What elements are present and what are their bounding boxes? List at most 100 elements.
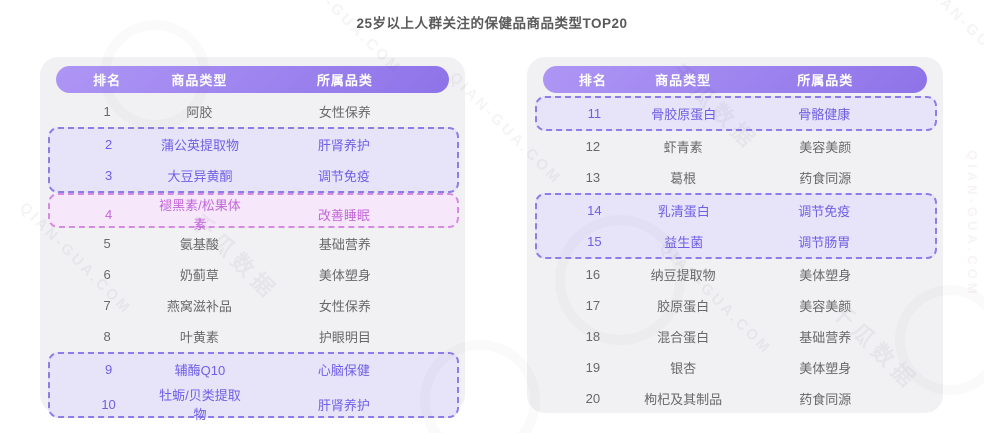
highlight-group-purple: 14 乳清蛋白 调节免疫 15 益生菌 调节肠胃 bbox=[535, 193, 937, 259]
category-cell: 药食同源 bbox=[799, 392, 852, 407]
rank-cell: 2 bbox=[104, 137, 113, 152]
table-row: 15 益生菌 调节肠胃 bbox=[545, 226, 925, 257]
category-cell: 女性保养 bbox=[318, 105, 371, 120]
type-cell: 叶黄素 bbox=[179, 330, 219, 345]
table-row: 20 枸杞及其制品 药食同源 bbox=[543, 383, 927, 414]
rank-cell: 17 bbox=[585, 298, 601, 313]
table-row: 17 胶原蛋白 美容美颜 bbox=[543, 290, 927, 321]
category-cell: 改善睡眠 bbox=[317, 207, 370, 223]
category-cell: 调节免疫 bbox=[317, 169, 370, 184]
table-row: 13 葛根 药食同源 bbox=[543, 162, 927, 193]
category-cell: 心脑保健 bbox=[317, 363, 370, 378]
category-cell: 基础营养 bbox=[799, 330, 852, 345]
table-row: 4 褪黑素/松果体素 改善睡眠 bbox=[58, 195, 447, 232]
table-header: 排名 商品类型 所属品类 bbox=[543, 66, 927, 93]
type-cell: 枸杞及其制品 bbox=[644, 392, 723, 407]
rank-cell: 13 bbox=[585, 170, 601, 185]
page-title: 25岁以上人群关注的保健品商品类型TOP20 bbox=[356, 16, 628, 31]
rank-cell: 15 bbox=[587, 234, 602, 249]
column-header-type: 商品类型 bbox=[171, 73, 228, 88]
table-row: 8 叶黄素 护眼明目 bbox=[56, 321, 449, 352]
table-row: 3 大豆异黄酮 调节免疫 bbox=[58, 160, 447, 191]
category-cell: 女性保养 bbox=[318, 299, 371, 314]
type-cell: 褪黑素/松果体素 bbox=[159, 198, 241, 232]
highlight-group-purple: 2 蒲公英提取物 肝肾养护 3 大豆异黄酮 调节免疫 bbox=[48, 127, 459, 193]
category-cell: 美体塑身 bbox=[799, 361, 852, 376]
table-row: 19 银杏 美体塑身 bbox=[543, 352, 927, 383]
table-row: 9 辅酶Q10 心脑保健 bbox=[58, 354, 447, 385]
type-cell: 牡蛎/贝类提取物 bbox=[159, 388, 241, 422]
rank-cell: 4 bbox=[104, 206, 113, 222]
highlight-group-purple: 11 骨胶原蛋白 骨骼健康 bbox=[535, 96, 937, 131]
category-cell: 骨骼健康 bbox=[798, 107, 851, 122]
category-cell: 美体塑身 bbox=[799, 268, 852, 283]
type-cell: 银杏 bbox=[670, 361, 697, 376]
table-row: 7 燕窝滋补品 女性保养 bbox=[56, 290, 449, 321]
rank-cell: 9 bbox=[104, 362, 113, 377]
rank-cell: 3 bbox=[104, 168, 113, 183]
type-cell: 奶蓟草 bbox=[179, 268, 219, 283]
category-cell: 肝肾养护 bbox=[317, 138, 370, 153]
category-cell: 调节免疫 bbox=[798, 204, 851, 219]
rank-cell: 10 bbox=[101, 396, 116, 412]
highlight-group-purple: 9 辅酶Q10 心脑保健 10 牡蛎/贝类提取物 肝肾养护 bbox=[48, 352, 459, 422]
category-cell: 基础营养 bbox=[318, 237, 371, 252]
rank-cell: 12 bbox=[585, 139, 601, 154]
type-cell: 燕窝滋补品 bbox=[166, 299, 232, 314]
type-cell: 纳豆提取物 bbox=[650, 268, 716, 283]
table-header: 排名 商品类型 所属品类 bbox=[56, 66, 449, 93]
rank-cell: 11 bbox=[587, 106, 602, 121]
rank-cell: 6 bbox=[103, 267, 111, 282]
rank-cell: 20 bbox=[585, 391, 601, 406]
type-cell: 虾青素 bbox=[663, 140, 703, 155]
table-row: 14 乳清蛋白 调节免疫 bbox=[545, 195, 925, 226]
table-card-right: 排名 商品类型 所属品类 11 骨胶原蛋白 骨骼健康 12 虾青素 美容美颜 bbox=[527, 57, 943, 413]
column-header-type: 商品类型 bbox=[655, 73, 712, 88]
table-row: 2 蒲公英提取物 肝肾养护 bbox=[58, 129, 447, 160]
table-row: 5 氨基酸 基础营养 bbox=[56, 228, 449, 259]
table-row: 1 阿胶 女性保养 bbox=[56, 96, 449, 127]
table-row: 16 纳豆提取物 美体塑身 bbox=[543, 259, 927, 290]
type-cell: 益生菌 bbox=[664, 235, 704, 250]
rank-cell: 19 bbox=[585, 360, 601, 375]
column-header-rank: 排名 bbox=[578, 73, 607, 88]
type-cell: 大豆异黄酮 bbox=[167, 169, 233, 184]
rank-cell: 16 bbox=[585, 267, 601, 282]
table-row: 12 虾青素 美容美颜 bbox=[543, 131, 927, 162]
type-cell: 混合蛋白 bbox=[657, 330, 710, 345]
table-body: 11 骨胶原蛋白 骨骼健康 12 虾青素 美容美颜 13 葛根 药食同源 bbox=[535, 96, 937, 414]
category-cell: 肝肾养护 bbox=[317, 397, 370, 413]
type-cell: 阿胶 bbox=[186, 105, 213, 120]
category-cell: 美容美颜 bbox=[799, 299, 852, 314]
category-cell: 护眼明目 bbox=[318, 330, 371, 345]
type-cell: 蒲公英提取物 bbox=[160, 138, 239, 153]
column-header-category: 所属品类 bbox=[316, 73, 373, 88]
rank-cell: 18 bbox=[585, 329, 601, 344]
category-cell: 美体塑身 bbox=[318, 268, 371, 283]
type-cell: 葛根 bbox=[670, 171, 697, 186]
tables-container: 排名 商品类型 所属品类 1 阿胶 女性保养 2 蒲公英提取物 肝肾养护 bbox=[40, 57, 943, 422]
highlight-group-pink: 4 褪黑素/松果体素 改善睡眠 bbox=[48, 193, 459, 232]
category-cell: 美容美颜 bbox=[799, 140, 852, 155]
rank-cell: 5 bbox=[103, 236, 111, 251]
table-row: 10 牡蛎/贝类提取物 肝肾养护 bbox=[58, 385, 447, 422]
watermark-site-vertical: QIAN-GUA.COM bbox=[965, 150, 980, 298]
type-cell: 胶原蛋白 bbox=[657, 299, 710, 314]
category-cell: 调节肠胃 bbox=[798, 235, 851, 250]
type-cell: 骨胶原蛋白 bbox=[651, 107, 717, 122]
rank-cell: 14 bbox=[587, 203, 602, 218]
rank-cell: 7 bbox=[103, 298, 111, 313]
table-row: 18 混合蛋白 基础营养 bbox=[543, 321, 927, 352]
type-cell: 氨基酸 bbox=[179, 237, 219, 252]
type-cell: 辅酶Q10 bbox=[174, 363, 226, 378]
column-header-rank: 排名 bbox=[93, 73, 122, 88]
column-header-category: 所属品类 bbox=[797, 73, 854, 88]
table-row: 6 奶蓟草 美体塑身 bbox=[56, 259, 449, 290]
category-cell: 药食同源 bbox=[799, 171, 852, 186]
table-body: 1 阿胶 女性保养 2 蒲公英提取物 肝肾养护 3 大豆异黄酮 调节免疫 bbox=[48, 96, 459, 422]
rank-cell: 8 bbox=[103, 329, 111, 344]
table-card-left: 排名 商品类型 所属品类 1 阿胶 女性保养 2 蒲公英提取物 肝肾养护 bbox=[40, 57, 465, 422]
table-row: 11 骨胶原蛋白 骨骼健康 bbox=[545, 98, 925, 129]
rank-cell: 1 bbox=[103, 104, 111, 119]
